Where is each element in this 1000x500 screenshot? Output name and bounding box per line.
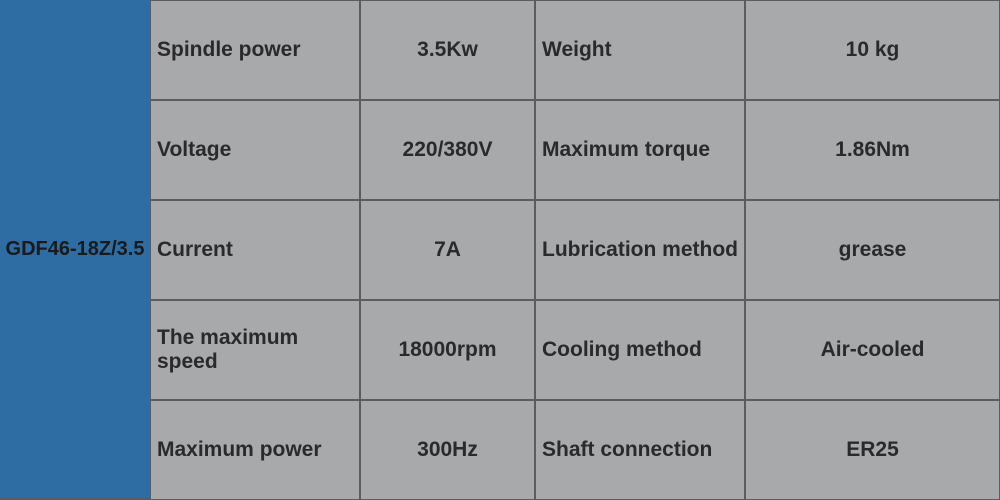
spec-label: Cooling method [535,300,745,400]
spec-label: Voltage [150,100,360,200]
spec-label: Maximum torque [535,100,745,200]
spec-grid: Spindle power 3.5Kw Weight 10 kg Voltage… [150,0,1000,500]
spec-label: Shaft connection [535,400,745,500]
spec-value: 7A [360,200,535,300]
spec-value: Air-cooled [745,300,1000,400]
spec-value: 3.5Kw [360,0,535,100]
spec-value: 220/380V [360,100,535,200]
spec-value: 1.86Nm [745,100,1000,200]
spec-label: The maximum speed [150,300,360,400]
model-header: GDF46-18Z/3.5 [0,0,150,500]
spec-label: Maximum power [150,400,360,500]
spec-label: Weight [535,0,745,100]
spec-table: GDF46-18Z/3.5 Spindle power 3.5Kw Weight… [0,0,1000,500]
spec-label: Lubrication method [535,200,745,300]
spec-value: 18000rpm [360,300,535,400]
spec-label: Spindle power [150,0,360,100]
spec-value: ER25 [745,400,1000,500]
spec-value: 10 kg [745,0,1000,100]
spec-value: 300Hz [360,400,535,500]
spec-value: grease [745,200,1000,300]
spec-label: Current [150,200,360,300]
